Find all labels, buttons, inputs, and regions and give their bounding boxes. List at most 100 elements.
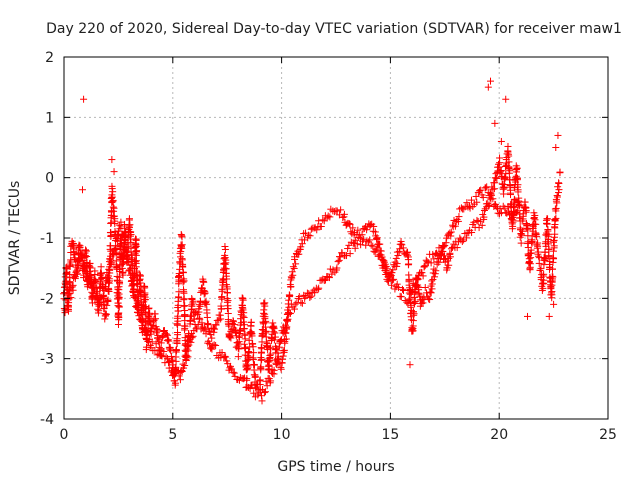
data-point [404,300,412,308]
data-point [104,274,112,282]
data-point [83,264,91,272]
data-point [502,209,510,217]
data-point [179,269,187,277]
data-point [221,260,229,268]
data-point [260,306,268,314]
data-point [227,334,235,342]
data-point [502,95,510,103]
data-point [212,321,220,329]
data-point [108,156,116,164]
data-point [303,289,311,297]
data-point [292,260,300,268]
data-point [477,186,485,194]
data-point [158,352,166,360]
data-point [298,240,306,248]
data-point [549,255,557,263]
data-point [524,226,532,234]
data-point [258,345,266,353]
data-point [446,249,454,257]
x-tick-label: 20 [490,427,508,443]
data-point [226,333,234,341]
data-point [165,359,173,367]
data-point [289,271,297,279]
data-point [223,275,231,283]
data-point [179,263,187,271]
data-point [178,367,186,375]
data-point [114,299,122,307]
data-point [109,196,117,204]
data-point [137,316,145,324]
data-point [366,221,374,229]
data-point [333,207,341,215]
data-point [455,213,463,221]
data-point [129,287,137,295]
x-tick-label: 25 [599,427,617,443]
data-point [548,272,556,280]
data-point [527,246,535,254]
data-point [528,232,536,240]
data-point [82,246,90,254]
data-point [410,310,418,318]
data-point [514,199,522,207]
data-point [178,244,186,252]
data-point [111,220,119,228]
data-point [183,345,191,353]
data-point [343,252,351,260]
data-point [208,345,216,353]
data-point [453,244,461,252]
data-point [547,289,555,297]
data-point [383,265,391,273]
x-tick-label: 15 [381,427,399,443]
data-point [87,275,95,283]
data-point [119,271,127,279]
data-point [369,242,377,250]
data-point [430,265,438,273]
data-point [395,283,403,291]
data-point [241,335,249,343]
data-point [111,244,119,252]
data-point [104,296,112,304]
data-point [160,347,168,355]
data-point [326,213,334,221]
axis-ticks-layer: 0 5 10 15 20 25 -4 -3 -2 -1 0 1 2 [40,50,617,443]
data-point [115,312,123,320]
data-point [467,196,475,204]
data-point [76,244,84,252]
data-point [406,295,414,303]
data-point [241,374,249,382]
data-point [486,77,494,85]
data-point [482,184,490,192]
data-point [398,241,406,249]
data-point [174,331,182,339]
data-point [492,203,500,211]
data-point [72,263,80,271]
data-point [517,239,525,247]
data-point [306,232,314,240]
data-point [105,287,113,295]
data-point [497,167,505,175]
data-point [552,144,560,151]
data-point [490,185,498,193]
data-point [525,258,533,266]
data-point [445,261,453,269]
data-point [66,262,74,270]
data-point [458,238,466,246]
data-point [248,381,256,389]
data-point [399,285,407,293]
data-point [269,319,277,327]
data-point [487,191,495,199]
data-point [188,334,196,342]
data-point [122,243,130,251]
data-point [180,288,188,296]
data-point [306,294,314,302]
data-point [240,313,248,321]
data-point [555,186,563,194]
data-point [131,293,139,301]
data-point [480,213,488,221]
data-point [418,269,426,277]
data-point [115,221,123,229]
data-point [287,283,295,291]
data-point [132,263,140,271]
data-point [224,289,232,297]
data-point [484,83,492,91]
